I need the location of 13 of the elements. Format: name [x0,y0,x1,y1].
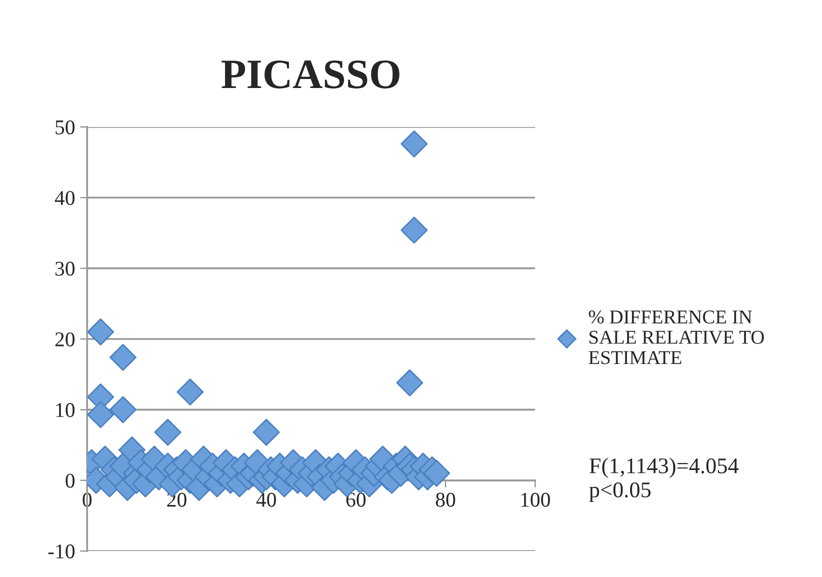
y-tick-label: 20 [55,332,75,346]
y-tick-label: 40 [54,190,75,206]
legend-label: % DIFFERENCE IN SALE RELATIVE TO ESTIMATE [588,310,764,364]
chart-title: PICASSO [222,60,400,88]
x-tick-label: 100 [521,492,550,507]
x-tick-label: 40 [256,492,276,507]
y-tick-label: 50 [56,120,75,134]
y-tick-label: 30 [55,262,75,276]
y-tick-label: 10 [56,403,75,418]
text: F(1,1143)=4.054 p<0.05 [589,458,739,502]
x-tick-label: 80 [436,492,456,507]
y-tick-label: -10 [48,544,75,558]
y-tick-label: 0 [66,474,75,488]
